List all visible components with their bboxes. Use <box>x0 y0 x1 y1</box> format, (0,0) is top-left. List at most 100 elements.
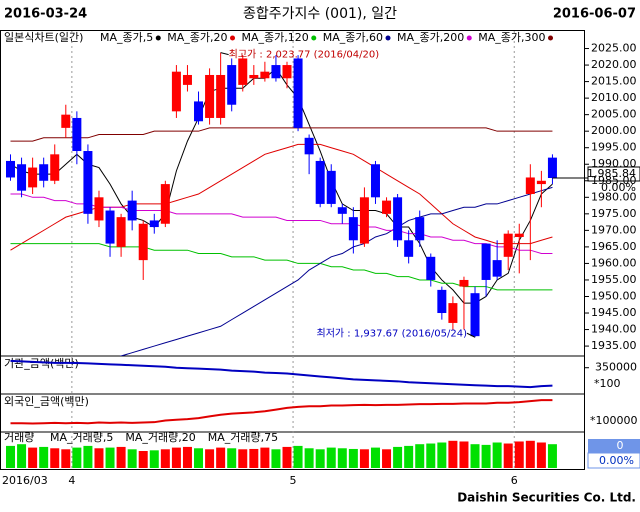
y-tick-label: 1975.00 <box>591 207 637 220</box>
legend-title: 일본식차트(일간) <box>4 30 83 44</box>
candle-body <box>404 240 414 257</box>
volume-bar <box>61 449 71 468</box>
candle-body <box>127 200 137 221</box>
volume-bar <box>503 443 513 468</box>
volume-change-box <box>587 452 640 469</box>
y-tick-label: 1965.00 <box>591 240 637 253</box>
volume-bar <box>116 446 126 468</box>
volume-bar <box>149 450 159 468</box>
volume-bar <box>50 448 60 468</box>
candle-body <box>503 233 513 257</box>
legend-label: MA_종가,300 <box>478 31 545 44</box>
volume-bar <box>182 446 192 468</box>
y-tick-label: 2025.00 <box>591 42 637 55</box>
unit-note: *100000 <box>590 414 638 427</box>
y-tick-label: 1945.00 <box>591 306 637 319</box>
candle-body <box>304 137 314 155</box>
candle-body <box>105 210 115 244</box>
volume-bar <box>249 448 259 468</box>
candle-body <box>481 243 491 280</box>
volume-bar <box>17 444 27 468</box>
y-tick-label: 1955.00 <box>591 273 637 286</box>
candle-body <box>337 207 347 214</box>
x-tick-label: 5 <box>290 474 297 487</box>
volume-bar <box>481 444 491 468</box>
date-start: 2016-03-24 <box>4 7 87 22</box>
volume-bar <box>205 449 215 468</box>
volume-bar <box>359 449 369 468</box>
candle-body <box>149 220 159 228</box>
volume-bar <box>337 448 347 468</box>
last-change: 0.00% <box>601 181 636 194</box>
volume-bar <box>326 447 336 468</box>
y-tick-label: 2020.00 <box>591 58 637 71</box>
candle-body <box>72 117 82 152</box>
chart-title: 종합주가지수 (001), 일간 <box>243 6 397 22</box>
candle-body <box>293 58 303 128</box>
volume-bar <box>216 447 226 468</box>
volume-bar <box>547 444 557 468</box>
y-tick-label: 2015.00 <box>591 75 637 88</box>
candle-body <box>459 279 469 287</box>
candle-body <box>28 167 38 188</box>
x-tick-label: 2016/03 <box>2 474 48 487</box>
legend-swatch <box>311 35 317 41</box>
legend-swatch <box>385 35 391 41</box>
y-tick-label: 1940.00 <box>591 323 637 336</box>
volume-bar <box>404 445 414 468</box>
footer: Daishin Securities Co. Ltd. <box>457 491 636 505</box>
volume-bar <box>536 442 546 468</box>
volume-bar <box>6 445 15 468</box>
legend-label: MA_종가,120 <box>242 31 309 44</box>
volume-bar <box>393 446 403 468</box>
candle-body <box>171 71 181 112</box>
candle-body <box>61 114 71 128</box>
candle-body <box>359 197 369 244</box>
volume-bar <box>194 448 204 468</box>
annotation-arrow <box>466 332 476 338</box>
candle-body <box>326 170 336 204</box>
legend-label: MA_종가,200 <box>397 31 464 44</box>
legend-label: MA_종가,20 <box>167 31 227 44</box>
candle-body <box>260 71 270 79</box>
legend-label: MA_종가,5 <box>100 31 153 44</box>
moving-average <box>119 186 553 356</box>
candle-body <box>17 164 27 191</box>
candle-body <box>83 151 93 214</box>
volume-bar <box>238 449 248 468</box>
legend-label: MA_종가,60 <box>323 31 383 44</box>
volume-bar <box>94 448 104 468</box>
candle-body <box>182 74 192 85</box>
plot-frame <box>0 30 585 470</box>
volume-change: 0.00% <box>599 454 634 467</box>
x-tick-label: 4 <box>68 474 75 487</box>
last-price-box <box>587 166 640 182</box>
y-tick-label: 1980.00 <box>591 190 637 203</box>
volume-bar <box>448 440 458 468</box>
volume-bar <box>127 449 137 468</box>
volume-bar <box>470 444 480 468</box>
candle-body <box>249 74 259 79</box>
y-tick-label: 1970.00 <box>591 223 637 236</box>
candle-body <box>116 217 126 247</box>
volume-bar <box>282 446 292 468</box>
panel-title: 외국인_금액(백만) <box>4 395 89 408</box>
last-price: 1,985.84 <box>587 167 636 180</box>
legend-swatch <box>466 35 472 41</box>
volume-bar <box>105 447 115 468</box>
volume-bar <box>271 449 281 468</box>
volume-bar <box>315 449 325 468</box>
series-line <box>10 359 553 389</box>
volume-bar <box>83 445 93 468</box>
candle-body <box>415 217 425 241</box>
candle-body <box>536 180 546 185</box>
y-tick-label: 2000.00 <box>591 124 637 137</box>
panel-title: 거래량 <box>4 431 34 444</box>
volume-bar <box>171 447 181 468</box>
volume-bar <box>39 446 49 468</box>
candle-body <box>94 197 104 221</box>
volume-bar <box>293 445 303 468</box>
volume-bar <box>28 447 38 468</box>
